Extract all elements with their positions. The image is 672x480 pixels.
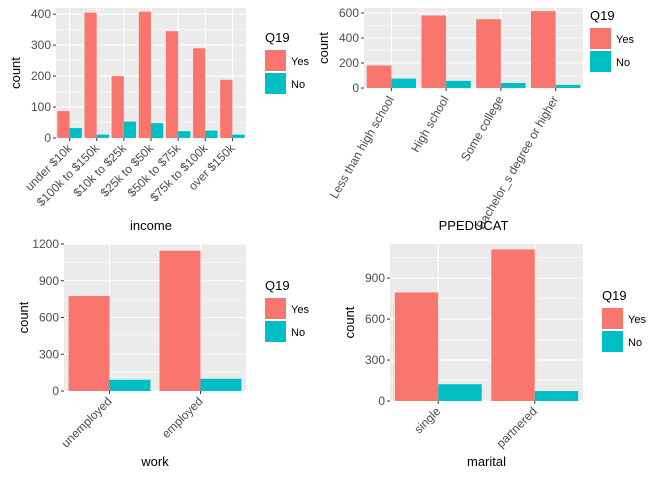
bar-yes (138, 11, 151, 138)
x-tick-label: unemployed (58, 394, 114, 450)
legend-key-no (265, 73, 286, 94)
chart-work: 0 300 600 900 1200 unemployed employed work coun… (16, 237, 309, 469)
y-tick-label: 900 (365, 271, 385, 285)
y-tick-label: 300 (31, 38, 51, 52)
legend-key-no (265, 321, 286, 342)
legend-title: Q19 (602, 288, 627, 303)
x-axis-title: income (130, 218, 172, 233)
bar-no (69, 128, 82, 138)
bar-no (205, 130, 218, 138)
y-tick-label: 100 (31, 100, 51, 114)
bar-no (178, 131, 191, 138)
legend-key-yes (265, 50, 286, 71)
y-tick-label: 600 (365, 312, 385, 326)
bar-no (109, 379, 151, 391)
y-tick-label: 0 (352, 81, 359, 95)
y-tick-label: 200 (339, 56, 359, 70)
y-axis-title: count (16, 301, 31, 333)
bar-no (500, 83, 526, 88)
bar-yes (57, 111, 70, 138)
bar-yes (394, 292, 439, 401)
y-tick-label: 0 (52, 384, 59, 398)
x-tick-label: High school (408, 94, 451, 155)
legend-label: No (291, 327, 305, 339)
y-tick-label: 200 (31, 69, 51, 83)
bar-yes (220, 79, 233, 138)
bar-yes (193, 48, 206, 138)
y-tick-label: 600 (339, 6, 359, 20)
bar-no (151, 123, 164, 138)
y-tick-label: 0 (378, 394, 385, 408)
legend-key-no (590, 51, 611, 72)
x-tick-label: employed (159, 394, 206, 441)
bar-yes (476, 19, 501, 88)
y-tick-label: 600 (39, 311, 59, 325)
legend-label: Yes (628, 314, 646, 326)
legend-label: No (291, 79, 305, 91)
bar-yes (84, 12, 97, 138)
x-axis-title: work (140, 454, 169, 469)
chart-marital: 0 300 600 900 single partnered marital count Q19… (342, 244, 646, 469)
bar-yes (421, 15, 447, 88)
legend-key-no (602, 331, 623, 352)
bar-no (534, 391, 579, 401)
y-tick-label: 0 (44, 131, 51, 145)
legend-label: Yes (291, 304, 309, 316)
legend-label: Yes (616, 34, 634, 46)
bar-no (123, 121, 137, 138)
bar-no (438, 384, 482, 401)
x-axis-title: marital (467, 454, 506, 469)
x-tick-label: single (411, 404, 443, 436)
legend-key-yes (602, 308, 623, 329)
y-axis-title: count (8, 57, 23, 89)
legend-label: No (616, 57, 630, 69)
legend-key-yes (265, 298, 286, 319)
bar-yes (366, 65, 392, 88)
legend-title: Q19 (265, 278, 290, 293)
chart-education: 0 200 400 600 Less than high school High scho… (316, 6, 634, 233)
y-tick-label: 400 (339, 31, 359, 45)
x-axis-title: PPEDUCAT (439, 218, 509, 233)
bar-no (200, 378, 242, 391)
legend-title: Q19 (590, 8, 615, 23)
x-tick-label: partnered (494, 404, 540, 450)
y-tick-label: 900 (39, 274, 59, 288)
legend-label: Yes (291, 56, 309, 68)
bar-no (555, 84, 581, 88)
bar-yes (159, 250, 201, 391)
bar-yes (491, 249, 535, 401)
bar-no (446, 80, 471, 88)
y-axis-title: count (316, 32, 331, 64)
bar-no (391, 78, 417, 88)
x-tick-label: Less than high school (327, 94, 397, 202)
bar-yes (111, 76, 124, 138)
legend-title: Q19 (265, 30, 290, 45)
y-tick-label: 300 (39, 347, 59, 361)
legend-key-yes (590, 28, 611, 49)
bar-yes (530, 11, 556, 88)
bar-yes (165, 31, 179, 138)
legend-label: No (628, 337, 642, 349)
bar-yes (68, 296, 110, 391)
y-tick-label: 400 (31, 7, 51, 21)
bar-no (232, 134, 245, 138)
y-tick-label: 1200 (32, 237, 59, 251)
x-tick-label: Some college (458, 93, 507, 163)
y-tick-label: 300 (365, 353, 385, 367)
bar-no (96, 134, 109, 138)
y-axis-title: count (342, 306, 357, 338)
